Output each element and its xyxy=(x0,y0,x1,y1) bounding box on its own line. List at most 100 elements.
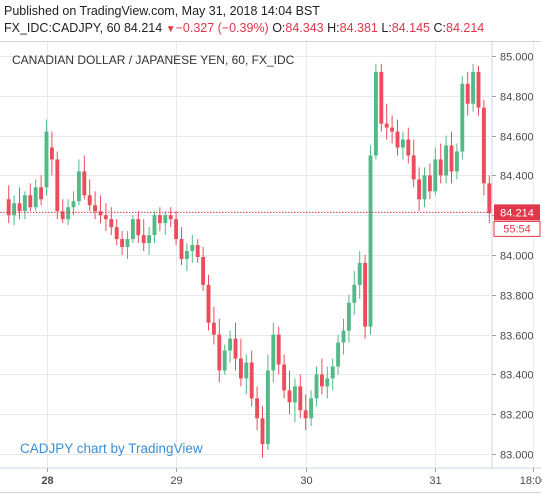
change-value: −0.327 (−0.39%) xyxy=(175,21,269,35)
high-value: 84.381 xyxy=(339,21,378,35)
candle-up xyxy=(222,350,227,371)
candle-up xyxy=(471,71,476,104)
y-tick-label: 83.600 xyxy=(500,331,534,343)
candle-down xyxy=(174,219,179,240)
candle-down xyxy=(103,215,108,220)
y-tick-label: 83.800 xyxy=(500,291,534,303)
y-tick-label: 84.400 xyxy=(500,171,534,183)
candle-down xyxy=(136,219,141,236)
y-tick-label: 84.600 xyxy=(500,132,534,144)
candle-up xyxy=(163,215,168,224)
open-label: O: xyxy=(272,21,286,35)
open-value: 84.343 xyxy=(285,21,324,35)
candle-up xyxy=(460,83,465,152)
candle-up xyxy=(152,215,157,236)
candle-down xyxy=(93,205,98,212)
candle-down xyxy=(49,147,54,160)
candle-down xyxy=(276,334,281,365)
y-tick-label: 85.000 xyxy=(500,52,534,64)
candle-down xyxy=(298,386,303,411)
candle-down xyxy=(427,175,432,192)
close-label: C: xyxy=(433,21,447,35)
candle-down xyxy=(39,187,44,200)
candle-down xyxy=(98,211,103,216)
candle-up xyxy=(400,139,405,148)
candle-up xyxy=(184,251,189,259)
candle-down xyxy=(406,139,411,156)
chart-title: CANADIAN DOLLAR / JAPANESE YEN, 60, FX_I… xyxy=(12,53,295,67)
candle-up xyxy=(422,175,427,200)
candle-down xyxy=(179,239,184,259)
candle-down xyxy=(109,219,114,228)
y-tick-label: 83.000 xyxy=(500,450,534,462)
candle-up xyxy=(346,302,351,331)
candle-down xyxy=(438,159,443,176)
candle-up xyxy=(125,239,130,248)
close-value: 84.214 xyxy=(446,21,485,35)
candle-down xyxy=(390,127,395,132)
candle-up xyxy=(309,398,314,419)
candle-down xyxy=(114,227,119,240)
candle-down xyxy=(238,358,243,379)
candle-down xyxy=(82,171,87,196)
candle-up xyxy=(330,366,335,379)
candle-down xyxy=(319,374,324,387)
candle-up xyxy=(22,195,27,212)
candle-down xyxy=(6,199,11,216)
candle-down xyxy=(384,123,389,128)
candle-down xyxy=(87,195,92,206)
candle-up xyxy=(190,245,195,252)
candle-down xyxy=(411,155,416,180)
candle-down xyxy=(465,83,470,104)
candle-up xyxy=(244,362,249,379)
candle-up xyxy=(76,171,81,202)
quote-line: FX_IDC:CADJPY, 60 84.214 ▼−0.327 (−0.39%… xyxy=(4,21,484,35)
chart-frame xyxy=(0,41,541,493)
candle-up xyxy=(71,201,76,208)
candle-up xyxy=(33,187,38,208)
last-price: 84.214 xyxy=(123,21,163,35)
candle-down xyxy=(303,410,308,419)
candle-down xyxy=(217,334,222,371)
candle-up xyxy=(12,203,17,216)
low-value: 84.145 xyxy=(391,21,431,35)
tradingview-watermark[interactable]: CADJPY chart by TradingView xyxy=(20,441,203,456)
candle-down xyxy=(287,390,292,403)
candle-up xyxy=(66,207,71,220)
candle-down xyxy=(249,362,254,399)
candle-down xyxy=(120,239,125,248)
candle-down xyxy=(379,71,384,124)
candle-up xyxy=(147,235,152,244)
candle-down xyxy=(55,159,60,212)
y-tick-label: 84.000 xyxy=(500,251,534,263)
x-tick-label: 18:00 xyxy=(520,475,542,487)
low-label: L: xyxy=(381,21,392,35)
candle-up xyxy=(271,334,276,371)
y-tick-label: 83.200 xyxy=(500,410,534,422)
price-tag-box xyxy=(494,204,540,221)
candle-down xyxy=(141,235,146,244)
candle-up xyxy=(325,378,330,387)
published-caption: Published on TradingView.com, May 31, 20… xyxy=(4,4,320,18)
candle-down xyxy=(211,322,216,335)
candle-down xyxy=(481,107,486,184)
candle-down xyxy=(363,262,368,327)
candle-down xyxy=(255,398,260,419)
candle-down xyxy=(476,71,481,108)
candle-down xyxy=(28,195,33,208)
candle-down xyxy=(157,215,162,224)
candle-up xyxy=(336,342,341,367)
candle-up xyxy=(130,219,135,240)
candle-down xyxy=(206,284,211,323)
candle-down xyxy=(282,364,287,391)
x-tick-label: 31 xyxy=(429,475,441,487)
candle-up xyxy=(44,131,49,188)
candle-up xyxy=(433,159,438,192)
high-label: H: xyxy=(327,21,340,35)
candle-up xyxy=(444,145,449,176)
price-tag-label: 84.214 xyxy=(500,207,534,219)
y-tick-label: 84.800 xyxy=(500,92,534,104)
x-tick-label: 30 xyxy=(300,475,312,487)
countdown-box xyxy=(493,220,541,237)
